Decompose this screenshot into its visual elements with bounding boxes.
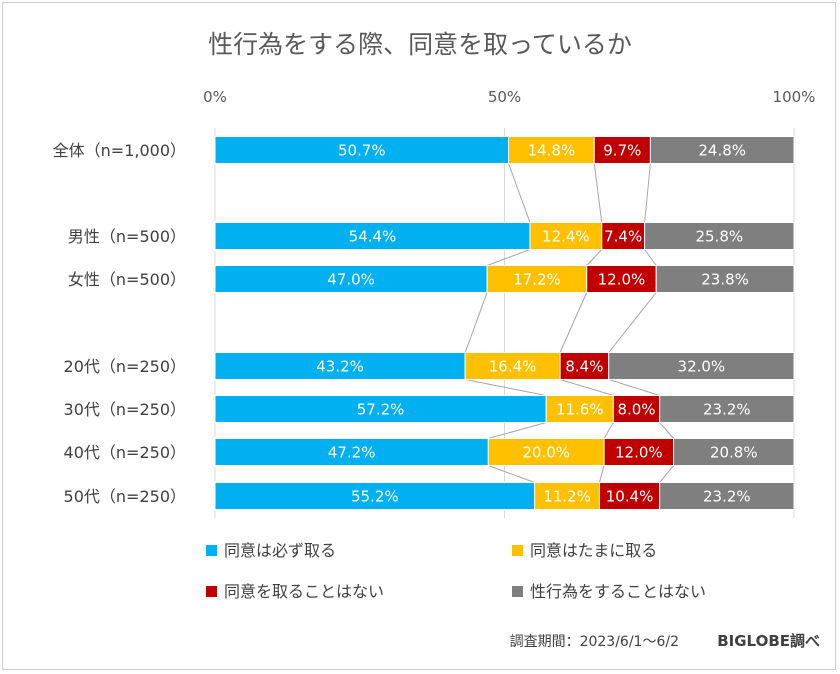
data-label: 23.8%: [701, 271, 749, 289]
category-label: 30代（n=250）: [64, 400, 186, 419]
bar-segment: [545, 395, 614, 423]
data-label: 8.4%: [565, 358, 603, 376]
connector-line: [464, 292, 488, 353]
data-label: 12.4%: [542, 228, 590, 246]
data-label: 14.8%: [528, 142, 576, 160]
bar-segment: [673, 438, 795, 466]
x-tick-label: 100%: [773, 88, 816, 106]
data-label: 11.2%: [543, 488, 591, 506]
legend: 同意は必ず取る 同意はたまに取る 同意を取ることはない 性行為をすることはない: [206, 541, 706, 601]
data-label: 50.7%: [338, 142, 386, 160]
source-credit: BIGLOBE調べ: [717, 632, 820, 650]
bar-segment: [214, 352, 466, 380]
data-label: 47.2%: [328, 444, 376, 462]
legend-swatch: [206, 586, 217, 597]
chart-title: 性行為をする際、同意を取っているか: [208, 30, 632, 59]
data-label: 32.0%: [678, 358, 726, 376]
category-label: 40代（n=250）: [64, 443, 186, 462]
connector-line: [559, 292, 588, 353]
bar-segment: [487, 438, 605, 466]
connector-line: [486, 249, 531, 266]
connector-line: [608, 292, 657, 353]
connector-line: [488, 465, 535, 483]
bars: 50.7% 14.8% 9.7% 24.8% 54.4% 12.4% 7.4% 25.8% 47…: [214, 136, 795, 510]
data-label: 7.4%: [604, 228, 642, 246]
connector-line: [593, 163, 603, 223]
legend-swatch: [206, 545, 217, 556]
legend-label: 同意はたまに取る: [530, 541, 657, 560]
bar-segment: [603, 438, 675, 466]
connector-line: [508, 163, 531, 223]
bar-segment: [649, 136, 795, 164]
connector-line: [586, 249, 603, 266]
legend-label: 同意は必ず取る: [224, 541, 336, 560]
data-label: 8.0%: [617, 401, 655, 419]
series-connector-lines: [464, 163, 674, 483]
connector-line: [659, 422, 674, 439]
legend-swatch: [512, 545, 523, 556]
data-label: 20.8%: [710, 444, 758, 462]
connector-line: [465, 379, 547, 396]
data-label: 55.2%: [351, 488, 399, 506]
bar-segment: [214, 438, 489, 466]
bar-segment: [534, 482, 600, 510]
bar-segment: [612, 395, 661, 423]
category-label: 男性（n=500）: [68, 227, 186, 246]
x-tick-label: 50%: [488, 88, 521, 106]
category-labels: 全体（n=1,000） 男性（n=500） 女性（n=500） 20代（n=25…: [53, 141, 186, 506]
data-label: 16.4%: [489, 358, 537, 376]
category-label: 全体（n=1,000）: [53, 141, 186, 160]
data-label: 10.4%: [606, 488, 654, 506]
data-label: 23.2%: [703, 401, 751, 419]
connector-line: [603, 422, 614, 439]
x-tick-label: 0%: [203, 88, 227, 106]
bar-segment: [655, 265, 795, 293]
category-label: 女性（n=500）: [68, 270, 186, 289]
category-label: 50代（n=250）: [64, 487, 186, 506]
data-label: 20.0%: [522, 444, 570, 462]
data-label: 54.4%: [349, 228, 397, 246]
data-label: 9.7%: [603, 142, 641, 160]
data-label: 12.0%: [598, 271, 646, 289]
legend-label: 性行為をすることはない: [530, 582, 706, 601]
bar-segment: [644, 222, 795, 250]
connector-line: [559, 379, 614, 396]
bar-segment: [214, 136, 510, 164]
bar-segment: [214, 265, 488, 293]
legend-swatch: [512, 586, 523, 597]
data-label: 57.2%: [357, 401, 405, 419]
legend-label: 同意を取ることはない: [224, 582, 384, 601]
survey-period-note: 調査期間：2023/6/1～6/2: [510, 634, 679, 650]
bar-segment: [608, 352, 795, 380]
data-label: 23.2%: [703, 488, 751, 506]
bar-segment: [214, 395, 547, 423]
connector-line: [659, 465, 674, 483]
bar-segment: [598, 482, 661, 510]
connector-line: [608, 379, 660, 396]
bar-segment: [508, 136, 595, 164]
data-label: 43.2%: [316, 358, 364, 376]
data-label: 17.2%: [513, 271, 561, 289]
bar-segment: [214, 482, 536, 510]
connector-line: [644, 249, 657, 266]
data-label: 24.8%: [698, 142, 746, 160]
bar-segment: [586, 265, 657, 293]
connector-line: [598, 465, 605, 483]
bar-segment: [659, 482, 795, 510]
bar-segment: [659, 395, 795, 423]
data-label: 25.8%: [695, 228, 743, 246]
data-label: 12.0%: [615, 444, 663, 462]
connector-line: [644, 163, 651, 223]
category-label: 20代（n=250）: [64, 357, 186, 376]
x-axis-ticks: 0% 50% 100%: [203, 88, 815, 106]
data-label: 11.6%: [556, 401, 604, 419]
connector-line: [488, 422, 547, 439]
data-label: 47.0%: [327, 271, 375, 289]
